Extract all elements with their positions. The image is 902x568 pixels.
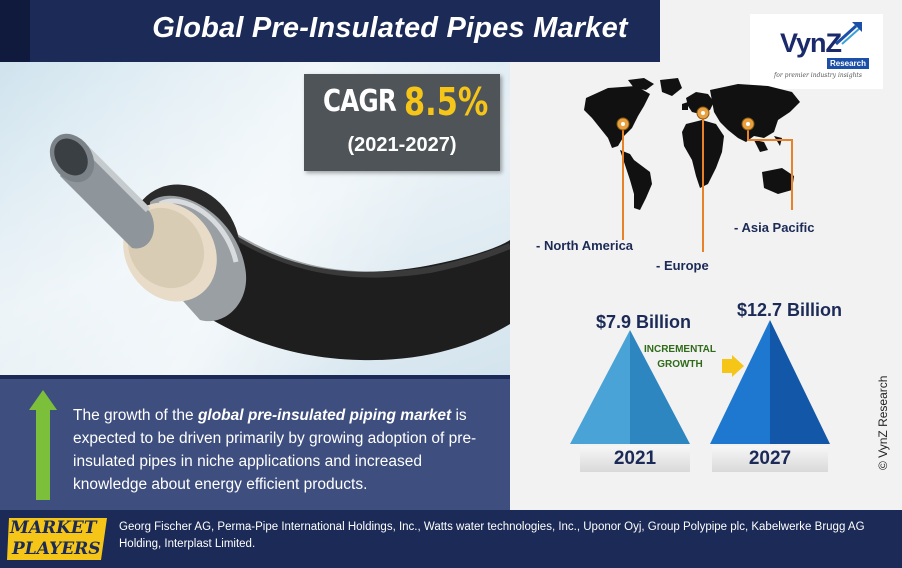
- arrow-right-icon: [722, 355, 744, 377]
- incremental-label: INCREMENTAL: [643, 344, 717, 355]
- description-panel: [0, 375, 510, 510]
- copyright: © VynZ Research: [876, 375, 890, 470]
- year-2021: 2021: [580, 446, 690, 472]
- vynz-logo: [750, 14, 883, 89]
- growth-label: GROWTH: [657, 359, 703, 370]
- world-map: [584, 78, 800, 210]
- region-asia-pacific: - Asia Pacific: [734, 220, 815, 235]
- market-players-badge: [7, 518, 107, 560]
- cagr-label: CAGR: [323, 84, 397, 119]
- description-emphasis: global pre-insulated piping market: [197, 407, 452, 424]
- cagr-value: 8.5%: [404, 80, 489, 124]
- map-pin-icon: [696, 106, 710, 120]
- players-badge-line2: PLAYERS: [12, 539, 101, 559]
- logo-sub: Research: [827, 58, 869, 69]
- title-accent: [0, 0, 30, 62]
- title-banner: [0, 0, 660, 62]
- description-after: is expected to be driven primarily by gr…: [73, 407, 477, 493]
- market-size-2027: $12.7 Billion: [737, 300, 843, 320]
- region-europe: - Europe: [656, 258, 709, 273]
- description-before: The growth of the: [73, 407, 198, 424]
- up-arrow-icon: [29, 390, 57, 410]
- page-title: Global Pre-Insulated Pipes Market: [152, 12, 628, 44]
- map-pin-icon: [741, 117, 755, 131]
- cagr-box: CAGR 8.5% (2021-2027): [304, 74, 500, 171]
- footer: [0, 510, 902, 568]
- cagr-period: (2021-2027): [347, 134, 457, 156]
- market-players-list: Georg Fischer AG, Perma-Pipe Internation…: [119, 521, 865, 550]
- up-arrow-shaft: [36, 408, 50, 500]
- region-north-america: - North America: [536, 238, 634, 253]
- growth-triangles: [570, 320, 830, 444]
- incremental-growth-label: INCREMENTAL GROWTH: [638, 342, 722, 372]
- logo-tagline: for premier industry insights: [774, 72, 862, 79]
- logo-arrow-icon: [834, 22, 862, 46]
- pipe-illustration: [49, 133, 510, 361]
- market-size-2021: $7.9 Billion: [596, 312, 692, 332]
- year-2027: 2027: [712, 446, 828, 472]
- description-text: The growth of the global pre-insulated p…: [73, 404, 485, 496]
- players-badge-line1: MARKET: [10, 518, 97, 538]
- region-connectors: [616, 106, 793, 252]
- map-pin-icon: [616, 117, 630, 131]
- logo-brand: VynZ: [780, 28, 842, 58]
